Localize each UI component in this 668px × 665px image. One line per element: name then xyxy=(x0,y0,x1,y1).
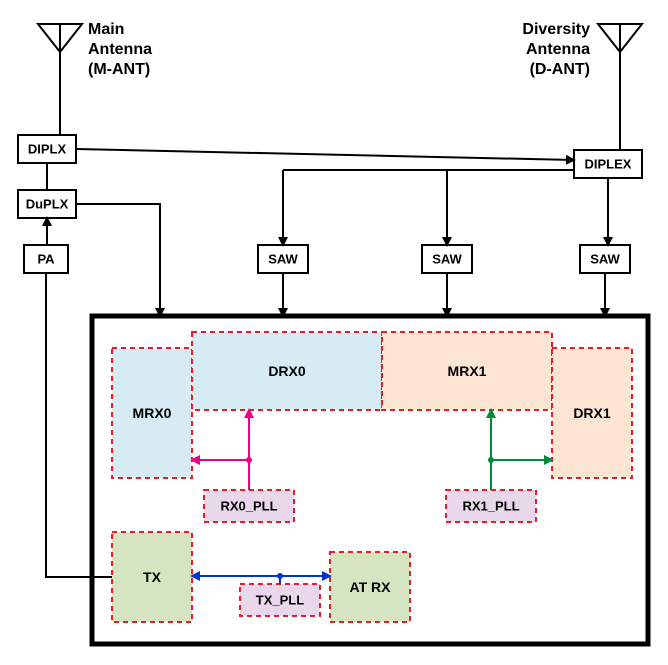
txpll-label: TX_PLL xyxy=(256,593,304,608)
svg-text:Antenna: Antenna xyxy=(526,41,590,58)
diplx-label: DIPLX xyxy=(28,142,67,157)
rx0pll-label: RX0_PLL xyxy=(220,499,277,514)
mrx0-label: MRX0 xyxy=(133,405,172,421)
pa-label: PA xyxy=(37,252,55,267)
diplex-label: DIPLEX xyxy=(585,157,632,172)
rx1pll-label: RX1_PLL xyxy=(462,499,519,514)
saw1-label: SAW xyxy=(268,252,298,267)
diversity-antenna-label: Diversity xyxy=(522,21,590,38)
saw2-label: SAW xyxy=(432,252,462,267)
svg-text:Antenna: Antenna xyxy=(88,41,152,58)
drx1-label: DRX1 xyxy=(573,405,611,421)
mrx1-label: MRX1 xyxy=(448,363,487,379)
rf-block-diagram: Main Antenna (M-ANT) Diversity Antenna (D-ANT… xyxy=(0,0,668,665)
duplx-label: DuPLX xyxy=(26,197,69,212)
main-antenna-label: Main xyxy=(88,21,124,38)
svg-text:(D-ANT): (D-ANT) xyxy=(530,61,590,78)
drx0-label: DRX0 xyxy=(268,363,306,379)
svg-text:(M-ANT): (M-ANT) xyxy=(88,61,150,78)
atrx-label: AT RX xyxy=(350,579,392,595)
saw3-label: SAW xyxy=(590,252,620,267)
tx-label: TX xyxy=(143,569,162,585)
